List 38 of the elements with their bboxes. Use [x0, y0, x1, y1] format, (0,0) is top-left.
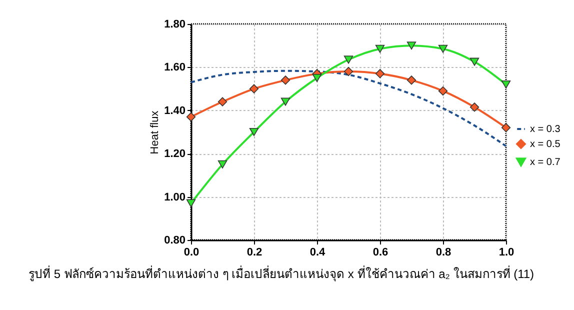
y-tick-label: 1.60 [164, 62, 186, 74]
point [280, 98, 290, 106]
point [375, 44, 385, 53]
point [501, 123, 511, 132]
point [470, 102, 480, 112]
point [375, 69, 385, 78]
legend-label: x = 0.5 [530, 139, 561, 150]
point [344, 56, 354, 64]
y-tick-label: 1.20 [164, 148, 186, 160]
x-tick-label: 0.0 [184, 246, 200, 258]
point [312, 74, 322, 82]
point [186, 112, 196, 122]
point [218, 160, 228, 168]
point [280, 76, 290, 85]
x-tick-label: 1.0 [498, 246, 514, 258]
point [406, 42, 416, 50]
point [249, 128, 259, 136]
y-tick-label: 1.40 [164, 104, 186, 117]
y-tick-label: 1.00 [164, 191, 186, 204]
y-tick-label: 0.80 [164, 234, 186, 246]
x-tick-label: 0.6 [372, 246, 388, 258]
point [438, 44, 448, 53]
x-tick-label: 0.4 [310, 246, 326, 258]
legend-label: x = 0.7 [530, 157, 561, 168]
point [501, 80, 511, 89]
point [186, 199, 196, 208]
legend-label: x = 0.3 [530, 124, 561, 135]
point [406, 76, 416, 85]
x-tick-label: 0.8 [436, 246, 452, 258]
text: รูปที่ 5 ฟลักซ์ความร้อนที่ตำแหน่งต่าง ๆ เมื่อเปลี่ยนตำแหน่งจุด x ที่ใช้คำนวณค่า a₂ ในสมการที่ (11) [28, 265, 534, 282]
point [470, 58, 480, 66]
point [344, 66, 354, 76]
point [249, 84, 259, 94]
y-tick-label: 1.80 [164, 18, 186, 30]
point [218, 97, 228, 106]
x-tick-label: 0.2 [246, 246, 262, 258]
y-axis-title: Heat flux [149, 110, 162, 154]
point [438, 86, 448, 96]
